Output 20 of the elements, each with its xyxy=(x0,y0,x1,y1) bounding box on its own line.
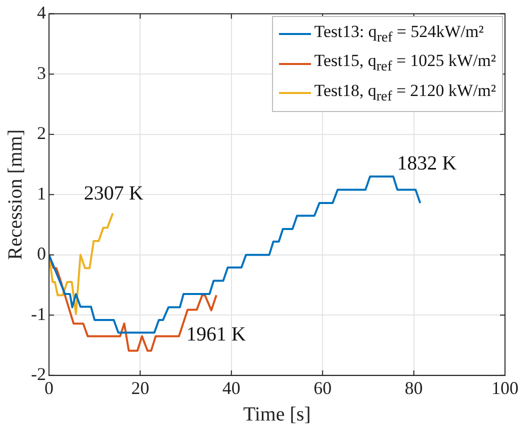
x-tick-label: 60 xyxy=(314,378,332,398)
x-tick-label: 40 xyxy=(222,378,240,398)
legend-label: Test15, q$_{ref}$ = 1025 kW/m² xyxy=(314,50,496,77)
x-tick-label: 100 xyxy=(492,378,518,398)
y-tick-label: 3 xyxy=(36,62,46,83)
annotation: 1832 K xyxy=(397,152,458,174)
annotation: 2307 K xyxy=(84,182,144,205)
y-tick-label: -2 xyxy=(30,364,46,384)
y-axis-title: Recession [mm] xyxy=(4,129,26,260)
y-tick-label: 1 xyxy=(36,183,46,204)
x-axis-title: Time [s] xyxy=(243,403,311,426)
x-tick-label: 20 xyxy=(131,378,150,398)
y-tick-label: 0 xyxy=(36,244,46,264)
x-tick-label: 80 xyxy=(404,378,423,398)
legend-label: Test18, q$_{ref}$ = 2120 kW/m² xyxy=(314,80,496,106)
legend-label: Test13: q$_{ref}$ = 524kW/m² xyxy=(314,20,484,48)
y-tick-label: 2 xyxy=(36,123,46,144)
annotation: 1961 K xyxy=(186,323,246,346)
y-tick-label: 4 xyxy=(36,2,46,23)
y-tick-label: -1 xyxy=(30,304,46,324)
